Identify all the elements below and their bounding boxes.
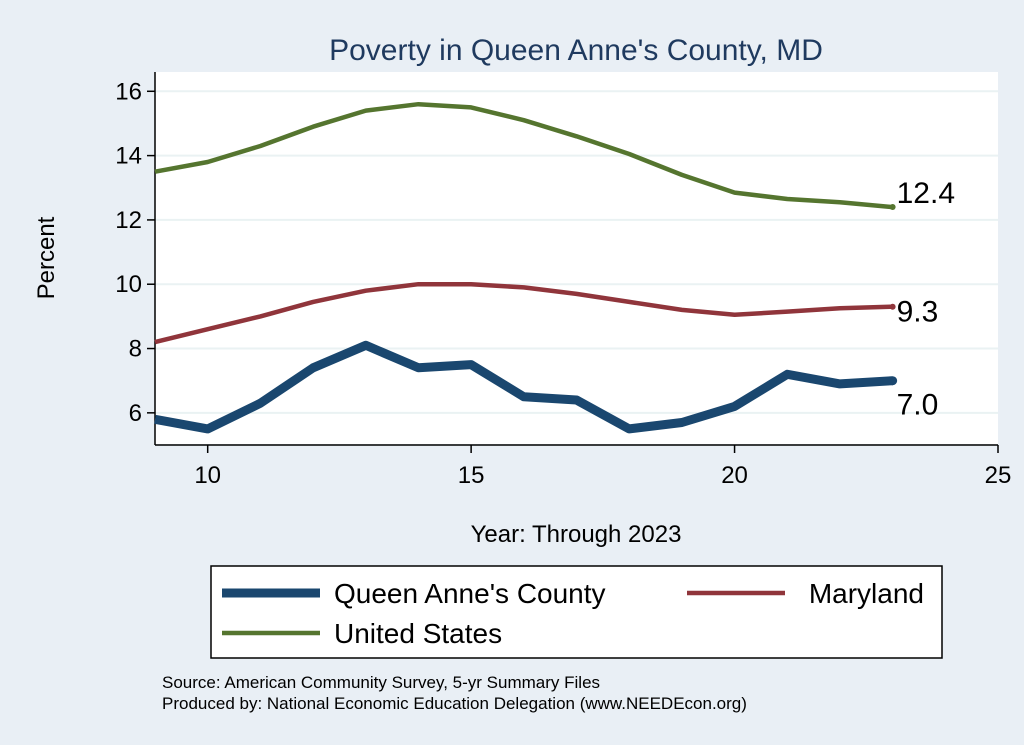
- y-axis-title: Percent: [33, 216, 60, 299]
- axis-ticks: 6 8 10 12 14 16 10 15 20 25: [115, 78, 1011, 489]
- y-tick-label: 16: [115, 78, 142, 105]
- legend-label-united-states: United States: [334, 618, 502, 649]
- x-tick-label: 15: [458, 462, 485, 489]
- end-point-queen-anne-s-county: [888, 376, 898, 386]
- series-line-maryland: [154, 281, 893, 345]
- produced-by-note: Produced by: National Economic Education…: [162, 694, 747, 713]
- end-labels: 12.4 9.3 7.0: [897, 177, 955, 422]
- end-label-maryland: 9.3: [897, 296, 939, 329]
- y-tick-label: 6: [129, 400, 142, 427]
- legend: Queen Anne's County Maryland United States: [210, 565, 943, 659]
- x-axis-title: Year: Through 2023: [471, 521, 682, 548]
- end-label-queen-anne-s-county: 7.0: [897, 389, 939, 422]
- y-tick-label: 8: [129, 336, 142, 363]
- y-tick-label: 10: [115, 271, 142, 298]
- series-line-united-states: [154, 101, 893, 210]
- legend-box: [210, 565, 943, 659]
- y-tick-label: 12: [115, 207, 142, 234]
- chart-title: Poverty in Queen Anne's County, MD: [329, 34, 823, 67]
- x-tick-label: 10: [194, 462, 221, 489]
- x-tick-label: 25: [985, 462, 1012, 489]
- end-point-maryland: [889, 303, 896, 310]
- series-line-queen-anne-s-county: [154, 340, 893, 434]
- legend-label-maryland: Maryland: [809, 578, 924, 609]
- gridlines: [155, 90, 998, 414]
- source-note: Source: American Community Survey, 5-yr …: [162, 673, 600, 692]
- end-point-united-states: [889, 204, 896, 211]
- x-tick-label: 20: [721, 462, 748, 489]
- end-label-united-states: 12.4: [897, 177, 955, 210]
- legend-items: Queen Anne's County Maryland United States: [222, 578, 924, 649]
- series-lines: [154, 101, 898, 434]
- legend-label-queen-anne-s-county: Queen Anne's County: [334, 578, 606, 609]
- y-tick-label: 14: [115, 143, 142, 170]
